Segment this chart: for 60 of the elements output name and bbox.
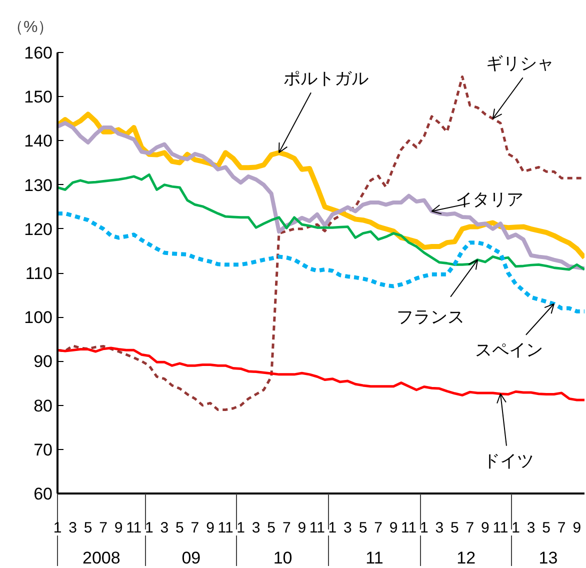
x-tick-label: 3	[526, 520, 536, 536]
series-label: ギリシャ	[486, 54, 554, 74]
x-tick-label: 11	[126, 520, 142, 536]
text: 13	[538, 548, 558, 568]
line-series	[58, 173, 584, 271]
x-tick-label: 7	[190, 520, 200, 536]
x-tick-label: 9	[114, 520, 123, 536]
y-tick-label: 120	[24, 220, 53, 239]
x-tick-label: 3	[68, 520, 77, 536]
x-tick-label: 3	[160, 520, 169, 536]
x-tick-label: 5	[450, 520, 459, 536]
x-tick-label: 1	[512, 520, 520, 536]
y-tick-label: 130	[24, 176, 53, 195]
x-tick-label: 9	[206, 520, 214, 536]
x-tick-label: 9	[298, 520, 306, 536]
x-tick-label: 1	[328, 520, 337, 536]
y-tick-label: 80	[34, 396, 53, 416]
text: 10	[273, 548, 292, 568]
y-axis-title: （%）	[8, 19, 54, 36]
text: フランス	[396, 307, 465, 326]
series-label: イタリア	[456, 190, 524, 209]
x-tick-label: 7	[282, 520, 291, 536]
y-tick-label: 140	[24, 132, 53, 151]
text: 12	[456, 548, 476, 568]
x-tick-label: 11	[218, 520, 234, 536]
x-tick-label: 11	[492, 520, 508, 536]
x-tick-label: 1	[236, 520, 245, 536]
x-tick-label: 11	[309, 520, 325, 536]
text: スペイン	[474, 340, 543, 360]
x-tick-label: 5	[542, 520, 550, 536]
y-tick-label: 110	[25, 264, 53, 283]
y-tick-label: 160	[24, 44, 53, 62]
x-tick-label: 1	[144, 520, 154, 536]
x-tick-label: 9	[481, 520, 490, 536]
y-tick-label: 70	[34, 440, 53, 460]
text: ポルトガル	[283, 69, 368, 88]
x-tick-label: 5	[84, 520, 92, 536]
y-tick-label: 60	[34, 484, 53, 504]
y-tick-label: 150	[24, 88, 53, 107]
x-tick-label: 11	[401, 520, 417, 536]
x-tick-label: 1	[420, 520, 428, 536]
y-tick-label: 90	[34, 352, 53, 372]
x-tick-label: 7	[99, 520, 108, 536]
text: ドイツ	[482, 451, 534, 470]
x-tick-label: 7	[466, 520, 474, 536]
x-tick-label: 3	[435, 520, 444, 536]
x-tick-label: 3	[344, 520, 352, 536]
x-tick-label: 5	[176, 520, 184, 536]
x-tick-label: 9	[572, 520, 582, 536]
x-tick-label: 9	[389, 520, 398, 536]
x-tick-label: 1	[53, 520, 62, 536]
x-tick-label: 5	[358, 520, 368, 536]
x-tick-label: 5	[267, 520, 276, 536]
text: 11	[366, 548, 384, 568]
y-tick-label: 100	[24, 308, 53, 328]
x-tick-label: 7	[557, 520, 566, 536]
text: 09	[182, 548, 201, 568]
x-tick-label: 7	[374, 520, 382, 536]
x-tick-label: 3	[252, 520, 260, 536]
text: 2008	[82, 548, 120, 568]
